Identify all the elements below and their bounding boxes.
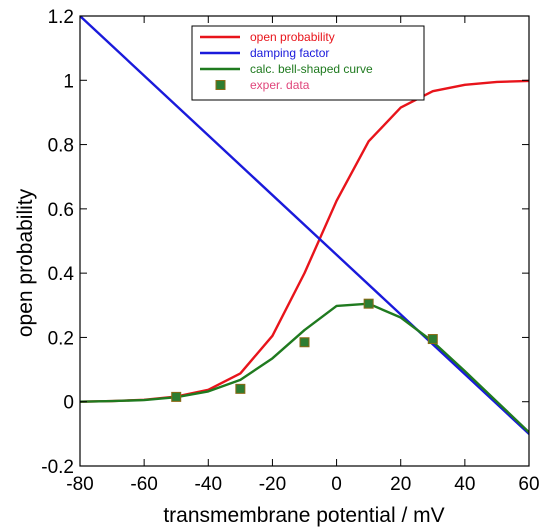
y-tick-label: 1.2	[48, 7, 74, 28]
legend-label-damping-factor: damping factor	[250, 46, 329, 60]
y-tick-label: 0.4	[48, 264, 75, 285]
legend-label-open-probability: open probability	[250, 30, 335, 44]
data-point-exper-data	[171, 391, 182, 402]
x-tick-label: -60	[130, 474, 157, 495]
data-point-exper-data	[427, 334, 438, 345]
data-point-exper-data	[235, 383, 246, 394]
x-tick-label: 0	[331, 474, 342, 495]
x-tick-label: 40	[454, 474, 475, 495]
plot-frame	[79, 15, 530, 467]
y-tick-label: -0.2	[41, 457, 74, 478]
series-line-damping-factor	[80, 16, 529, 436]
x-axis-title: transmembrane potential / mV	[163, 504, 444, 527]
y-tick-label: 0.2	[48, 328, 74, 349]
x-tick-label: 60	[518, 474, 539, 495]
x-tick-label: -80	[66, 474, 93, 495]
data-point-exper-data	[299, 337, 310, 348]
legend: open probability damping factor calc. bell…	[191, 25, 425, 101]
series-line-calc-bell-shaped-curve	[80, 302, 529, 434]
x-tick-label: -40	[195, 474, 222, 495]
plot-area	[80, 16, 529, 436]
legend-swatch-exper-data	[215, 80, 226, 90]
y-tick-label: 0.6	[48, 200, 74, 221]
legend-label-exper-data: exper. data	[250, 78, 310, 92]
data-point-exper-data	[363, 298, 374, 309]
legend-box	[191, 25, 425, 101]
legend-label-calc-bell-shaped-curve: calc. bell-shaped curve	[250, 62, 373, 76]
y-axis-title: open probability	[14, 188, 37, 337]
y-tick-label: 0	[63, 393, 74, 414]
axes: -80 -60 -40 -20 0 20 40 60 -0.2 0 0.2 0.4 0.6 0.8 1 1.2	[41, 7, 539, 495]
x-tick-label: -20	[259, 474, 286, 495]
x-tick-label: 20	[390, 474, 411, 495]
y-tick-label: 1	[63, 71, 74, 92]
y-tick-label: 0.8	[48, 136, 74, 157]
